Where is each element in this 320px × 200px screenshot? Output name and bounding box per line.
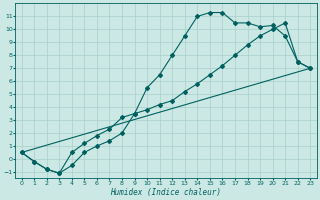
X-axis label: Humidex (Indice chaleur): Humidex (Indice chaleur)	[110, 188, 221, 197]
